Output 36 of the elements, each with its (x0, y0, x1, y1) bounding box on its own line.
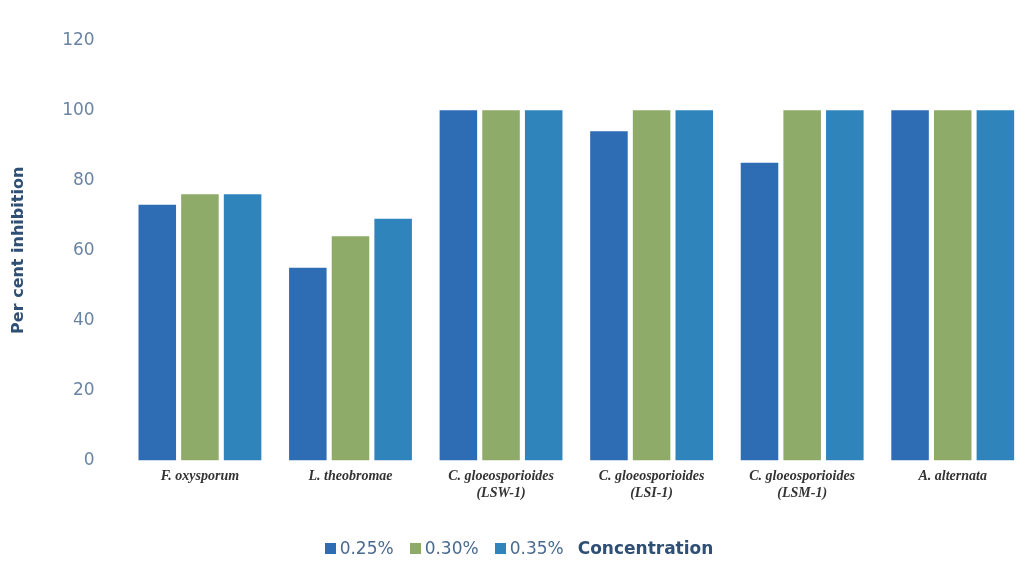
bar (783, 110, 821, 461)
bar (482, 110, 520, 461)
bar (181, 194, 219, 461)
bar (289, 267, 327, 461)
y-tick-label: 120 (62, 28, 95, 49)
legend-label: 0.30% (423, 538, 479, 558)
legend-label: 0.25% (338, 538, 394, 558)
bar (891, 110, 929, 461)
x-tick-label: A. alternata (917, 468, 987, 484)
bar (826, 110, 864, 461)
bar (590, 131, 628, 461)
y-tick-label: 100 (62, 98, 95, 119)
bar (632, 110, 671, 461)
y-tick-label: 20 (73, 378, 95, 399)
legend-title: Concentration (577, 538, 714, 558)
y-axis-title: Per cent inhibition (7, 166, 27, 334)
x-tick-label: C. gloeosporioides (LSI-1) (598, 468, 706, 502)
bar (331, 236, 370, 461)
bar (524, 110, 563, 461)
legend-label: 0.35% (508, 538, 564, 558)
x-tick-label: C. gloeosporioides (LSW-1) (448, 468, 555, 502)
x-tick-label: F. oxysporum (159, 468, 240, 484)
bar (976, 110, 1015, 461)
y-tick-label: 80 (73, 168, 95, 189)
y-tick-label: 40 (73, 308, 95, 329)
y-tick-label: 0 (83, 448, 95, 469)
x-tick-label: C. gloeosporioides (LSM-1) (749, 468, 856, 502)
bar (223, 194, 262, 461)
bar (439, 110, 478, 461)
y-tick-label: 60 (73, 238, 95, 259)
bar (740, 162, 779, 461)
bar (138, 204, 177, 461)
bar (374, 218, 412, 461)
bar (675, 110, 714, 461)
bar (933, 110, 972, 461)
x-tick-label: L. theobromae (307, 468, 393, 484)
